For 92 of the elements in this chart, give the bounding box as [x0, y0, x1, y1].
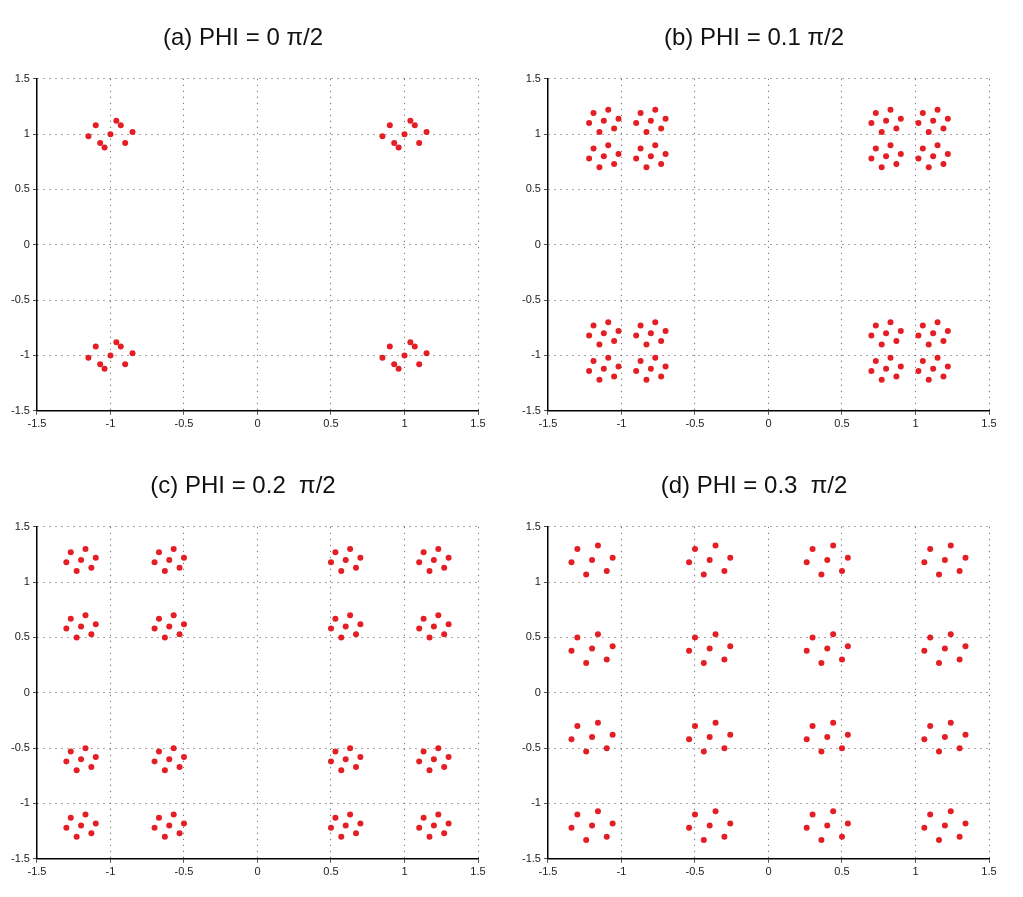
point: [97, 361, 104, 368]
point: [407, 117, 414, 124]
y-tick-label: -0.5: [521, 741, 541, 754]
point: [122, 139, 129, 146]
point: [423, 350, 430, 357]
x-tick-label: 0: [254, 417, 261, 430]
y-tick-label: 1: [23, 575, 30, 588]
point: [101, 365, 108, 372]
x-tick-label: 0.5: [323, 417, 339, 430]
x-tick-label: -1: [105, 417, 116, 430]
point: [107, 352, 114, 359]
point: [122, 361, 129, 368]
chart-title: (b) PHI = 0.1 π/2: [664, 23, 844, 51]
point: [401, 352, 408, 359]
y-tick-label: -1: [531, 348, 541, 361]
x-tick-label: 0: [765, 417, 772, 430]
point: [85, 354, 92, 361]
y-tick-label: 1.5: [525, 71, 541, 84]
point: [92, 343, 99, 350]
y-tick-label: 1: [534, 127, 541, 140]
y-tick-label: -1: [20, 796, 30, 809]
x-tick-label: 1: [401, 417, 408, 430]
point: [416, 361, 423, 368]
point: [391, 361, 398, 368]
point: [117, 122, 124, 129]
x-tick-label: -0.5: [685, 865, 705, 878]
point: [401, 131, 408, 138]
x-tick-label: 1: [401, 865, 408, 878]
point: [395, 144, 402, 151]
y-tick-label: 1: [534, 575, 541, 588]
x-tick-label: -0.5: [174, 417, 194, 430]
y-tick-label: 0.5: [525, 630, 541, 643]
y-tick-label: -1: [20, 348, 30, 361]
point: [97, 139, 104, 146]
point: [107, 131, 114, 138]
x-tick-label: -1: [616, 417, 627, 430]
x-tick-label: -1: [616, 865, 627, 878]
y-tick-label: -1.5: [10, 403, 30, 416]
x-tick-label: 0.5: [834, 417, 850, 430]
x-tick-label: 1.5: [470, 865, 486, 878]
point: [92, 122, 99, 129]
y-tick-label: 1.5: [525, 519, 541, 532]
y-tick-label: 0.5: [525, 182, 541, 195]
y-tick-label: -1.5: [521, 403, 541, 416]
y-tick-label: 0: [534, 685, 541, 698]
y-tick-label: 0: [23, 685, 30, 698]
x-tick-label: -0.5: [174, 865, 194, 878]
point: [113, 339, 120, 346]
point: [416, 139, 423, 146]
chart-title: (c) PHI = 0.2 π/2: [150, 471, 336, 499]
y-tick-label: 0: [534, 237, 541, 250]
y-tick-label: 0.5: [14, 182, 30, 195]
point: [117, 343, 124, 350]
point: [129, 350, 136, 357]
x-tick-label: 0: [765, 865, 772, 878]
point: [379, 133, 386, 140]
x-tick-label: 1: [912, 417, 919, 430]
chart-title: (a) PHI = 0 π/2: [163, 23, 323, 51]
point: [423, 128, 430, 135]
x-tick-label: -1: [105, 865, 116, 878]
y-tick-label: -0.5: [10, 741, 30, 754]
y-tick-label: -1.5: [521, 851, 541, 864]
x-tick-label: 1.5: [470, 417, 486, 430]
y-tick-label: -1: [531, 796, 541, 809]
y-tick-label: 1.5: [14, 519, 30, 532]
x-tick-label: 1: [912, 865, 919, 878]
y-tick-label: 1: [23, 127, 30, 140]
point: [386, 122, 393, 129]
y-tick-label: 0.5: [14, 630, 30, 643]
point: [113, 117, 120, 124]
point: [85, 133, 92, 140]
x-tick-label: 1.5: [981, 865, 997, 878]
y-tick-label: 1.5: [14, 71, 30, 84]
chart-title: (d) PHI = 0.3 π/2: [660, 471, 848, 499]
point: [101, 144, 108, 151]
point: [411, 122, 418, 129]
point: [407, 339, 414, 346]
y-tick-label: -1.5: [10, 851, 30, 864]
y-tick-label: -0.5: [10, 293, 30, 306]
point: [395, 365, 402, 372]
x-tick-label: 0.5: [834, 865, 850, 878]
point: [411, 343, 418, 350]
x-tick-label: -0.5: [685, 417, 705, 430]
x-tick-label: 0: [254, 865, 261, 878]
x-tick-label: 1.5: [981, 417, 997, 430]
point: [129, 128, 136, 135]
y-tick-label: -0.5: [521, 293, 541, 306]
x-tick-label: 0.5: [323, 865, 339, 878]
point: [379, 354, 386, 361]
point: [386, 343, 393, 350]
y-tick-label: 0: [23, 237, 30, 250]
point: [391, 139, 398, 146]
